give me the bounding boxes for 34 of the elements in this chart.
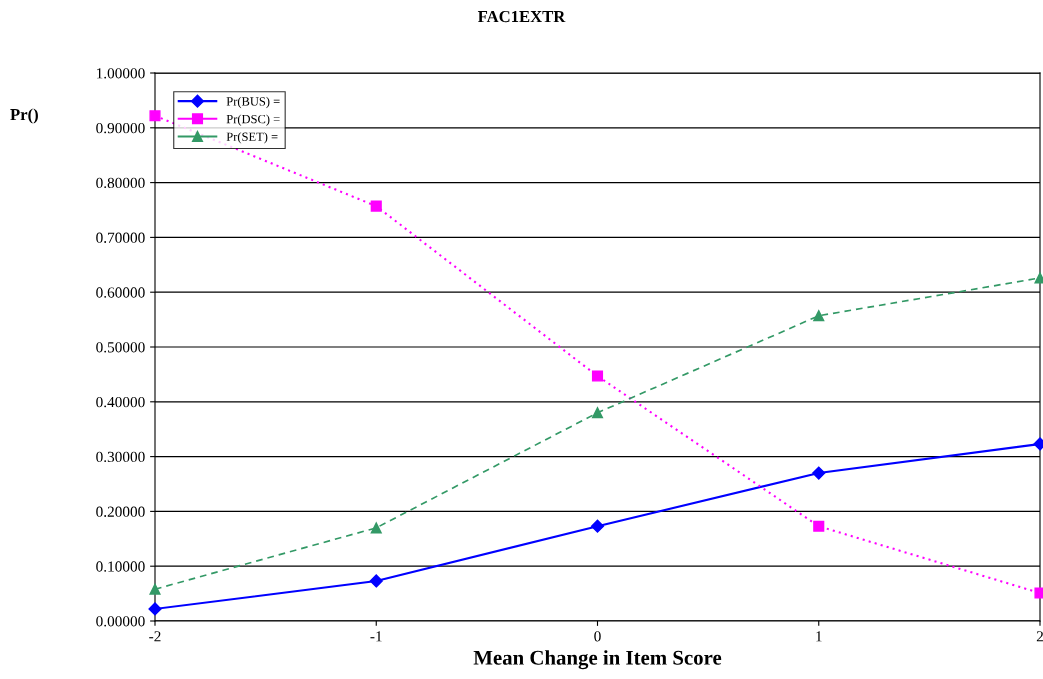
- legend-label: Pr(DSC) =: [226, 114, 280, 126]
- point: [149, 583, 161, 595]
- y-tick-label: 0.10000: [96, 561, 145, 572]
- y-tick-label: 0.90000: [96, 122, 145, 134]
- y-tick-label: 0.50000: [96, 342, 145, 353]
- x-tick-label: 0: [594, 631, 601, 642]
- x-tick-label: 2: [1036, 631, 1043, 642]
- point: [591, 370, 604, 382]
- point: [812, 466, 826, 480]
- y-tick-label: 0.70000: [96, 232, 145, 243]
- y-tick-label: 0.40000: [96, 396, 145, 408]
- y-tick-label: 0.80000: [96, 177, 145, 189]
- x-tick-label: -2: [149, 631, 161, 642]
- y-tick-label: 0.00000: [96, 616, 145, 627]
- y-tick-label: 0.30000: [96, 451, 145, 463]
- point: [148, 602, 162, 616]
- x-tick-label: 1: [816, 631, 822, 642]
- point: [590, 519, 605, 533]
- x-tick-label: -1: [370, 631, 382, 642]
- point: [149, 110, 161, 122]
- legend-label: Pr(BUS) =: [226, 96, 280, 109]
- point: [591, 407, 604, 419]
- point: [813, 310, 825, 322]
- x-axis-title: Mean Change in Item Score: [473, 650, 722, 670]
- point: [813, 520, 825, 532]
- y-tick-label: 1.00000: [96, 68, 145, 79]
- y-tick-label: 0.20000: [96, 506, 145, 517]
- chart-title: FAC1EXTR: [477, 10, 566, 23]
- y-tick-label: 0.60000: [96, 287, 145, 298]
- y-axis-title: Pr(): [10, 108, 38, 124]
- point: [370, 522, 382, 534]
- legend-label: Pr(SET) =: [226, 132, 278, 144]
- point: [370, 200, 382, 212]
- point: [369, 574, 383, 588]
